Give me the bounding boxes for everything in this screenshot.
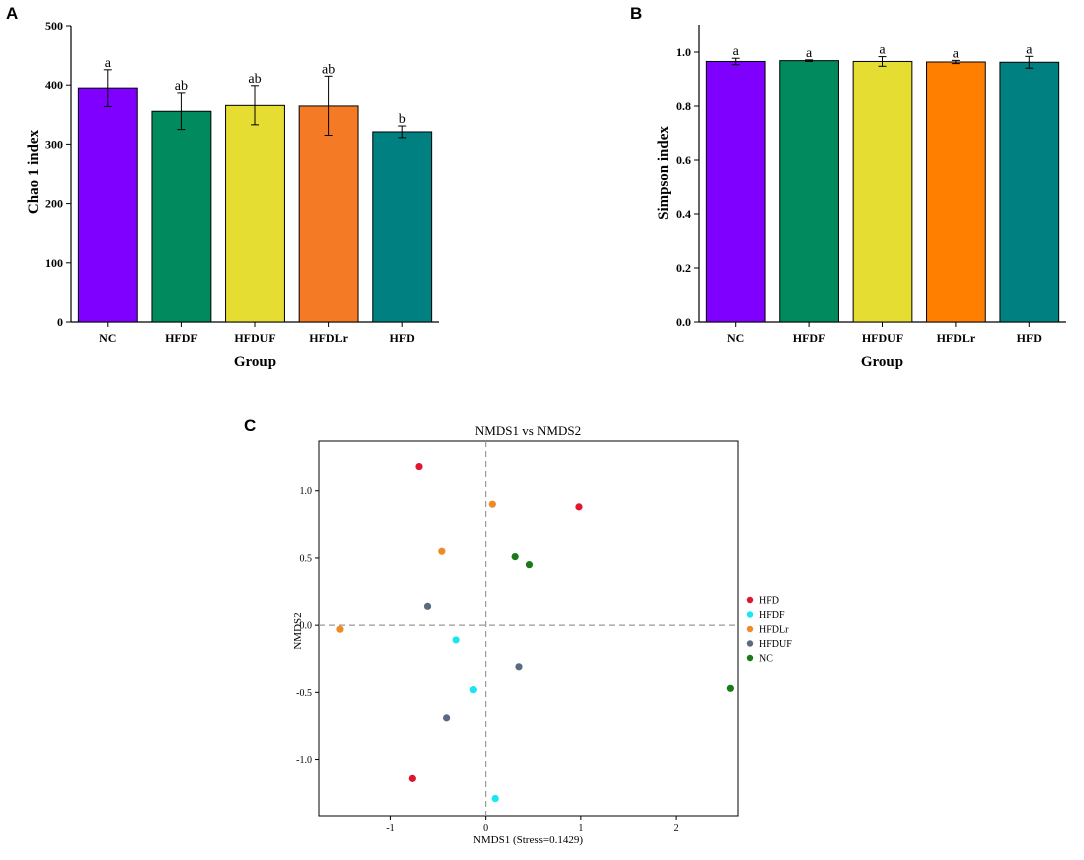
chart-b-ytick-label: 0.8	[676, 99, 691, 113]
chart-c-xtick-label: -1	[386, 823, 394, 834]
chart-a-xtick-label: HFDF	[165, 331, 198, 345]
chart-c-point-hfd	[575, 503, 583, 511]
chart-b-xtick-label: HFDF	[793, 331, 826, 345]
chart-a-bar-hfd	[372, 131, 433, 323]
chart-c-xtick-label: 0	[483, 823, 488, 834]
chart-c-nmds: NMDS1 vs NMDS2 NMDS1 (Stress=0.1429) NMD…	[292, 423, 792, 846]
chart-b-sig-label: a	[733, 44, 740, 59]
chart-c-point-hfd	[415, 462, 423, 471]
chart-c-ytick-label: 0.5	[300, 553, 313, 564]
chart-a-xtick-label: HFD	[390, 331, 416, 345]
chart-a-xtick-label: NC	[99, 331, 116, 345]
chart-a-sig-label: ab	[248, 72, 261, 87]
chart-b-ytick-label: 0.0	[676, 315, 691, 329]
chart-a-sig-label: b	[399, 112, 406, 127]
chart-c-point-hfdf	[469, 686, 477, 694]
chart-b-ytick-label: 1.0	[676, 45, 691, 59]
chart-c-xtick-label: 1	[578, 823, 583, 834]
chart-a-bar-hfduf	[225, 104, 285, 323]
chart-a-xtick-label: HFDLr	[309, 331, 348, 345]
chart-a-ytick-label: 100	[45, 256, 63, 270]
chart-c-legend-label: HFDF	[759, 610, 785, 621]
chart-c-point-hfduf	[423, 602, 432, 610]
chart-c-point-hfdlr	[488, 500, 496, 508]
chart-b-sig-label: a	[953, 46, 960, 61]
chart-c-legend-marker-hfdf	[746, 611, 754, 618]
chart-c-point-hfdf	[452, 636, 460, 644]
chart-b-ytick-label: 0.6	[676, 153, 691, 167]
chart-c-point-hfd	[408, 774, 416, 782]
chart-b-sig-label: a	[879, 43, 886, 58]
chart-c-xlabel: NMDS1 (Stress=0.1429)	[473, 834, 583, 846]
chart-a-ylabel: Chao 1 index	[26, 129, 42, 214]
chart-b-ylabel: Simpson index	[656, 126, 672, 220]
chart-b-xtick-label: HFD	[1017, 331, 1043, 345]
chart-b-sig-label: a	[806, 46, 813, 61]
chart-b-xlabel: Group	[861, 354, 903, 370]
chart-c-point-hfdf	[491, 794, 499, 803]
chart-b-bar-nc	[705, 60, 766, 323]
panel-label-c: C	[244, 416, 256, 435]
chart-c-ytick-label: -1.0	[296, 755, 312, 766]
chart-a-bar-nc	[77, 87, 138, 323]
chart-c-legend-label: HFD	[759, 596, 779, 607]
chart-b-xtick-label: HFDLr	[937, 331, 976, 345]
panel-label-b: B	[630, 4, 642, 23]
chart-b-sig-label: a	[1026, 42, 1033, 57]
chart-a-ytick-label: 500	[45, 19, 63, 33]
chart-c-legend-label: NC	[759, 654, 773, 665]
chart-c-ytick-label: 1.0	[300, 486, 313, 497]
chart-c-legend-marker-hfduf	[746, 640, 754, 647]
chart-b-ytick-label: 0.4	[676, 207, 691, 221]
chart-a-bar-hfdlr	[298, 105, 359, 323]
chart-c-point-hfdlr	[438, 547, 446, 555]
chart-a-xlabel: Group	[234, 354, 276, 370]
chart-c-legend-label: HFDUF	[759, 639, 792, 650]
chart-a-ytick-label: 0	[57, 315, 63, 329]
chart-b-bar-hfdlr	[926, 61, 986, 323]
chart-a-chao1: Chao 1 index Group 0 100 200 300 400 500 a NC ab…	[26, 19, 439, 370]
chart-b-simpson: Simpson index Group 0.0 0.2 0.4 0.6 0.8 1.0 a N…	[656, 25, 1066, 370]
chart-c-ytick-label: 0.0	[300, 621, 313, 632]
chart-b-bar-hfdf	[779, 60, 839, 323]
chart-a-sig-label: ab	[322, 62, 335, 77]
chart-c-legend-marker-hfdlr	[746, 625, 754, 633]
chart-a-ytick-label: 300	[45, 137, 63, 151]
chart-b-xtick-label: HFDUF	[862, 331, 903, 345]
chart-c-point-nc	[511, 552, 519, 561]
chart-c-ytick-label: -0.5	[296, 688, 312, 699]
chart-c-xtick-label: 2	[674, 823, 679, 834]
chart-b-bar-hfduf	[852, 60, 913, 323]
chart-c-point-nc	[525, 561, 534, 569]
chart-c-point-hfduf	[515, 663, 523, 671]
chart-c-plot-frame	[318, 440, 739, 817]
chart-c-legend-label: HFDLr	[759, 625, 789, 636]
chart-a-ytick-label: 200	[45, 197, 63, 211]
panel-label-a: A	[6, 4, 18, 23]
chart-c-title: NMDS1 vs NMDS2	[475, 423, 581, 438]
chart-c-legend-marker-hfd	[746, 596, 754, 604]
chart-c-ylabel: NMDS2	[292, 612, 304, 649]
chart-c-point-nc	[726, 684, 734, 692]
chart-c-point-hfduf	[443, 714, 451, 722]
chart-a-xtick-label: HFDUF	[234, 331, 275, 345]
chart-c-point-hfdlr	[336, 625, 344, 633]
chart-c-legend-marker-nc	[746, 654, 754, 662]
chart-a-sig-label: ab	[175, 79, 188, 94]
chart-a-ytick-label: 400	[45, 78, 63, 92]
chart-b-bar-hfd	[999, 61, 1060, 323]
chart-b-xtick-label: NC	[727, 331, 744, 345]
chart-a-sig-label: a	[105, 56, 112, 71]
chart-a-bar-hfdf	[151, 110, 212, 323]
chart-b-ytick-label: 0.2	[676, 261, 691, 275]
